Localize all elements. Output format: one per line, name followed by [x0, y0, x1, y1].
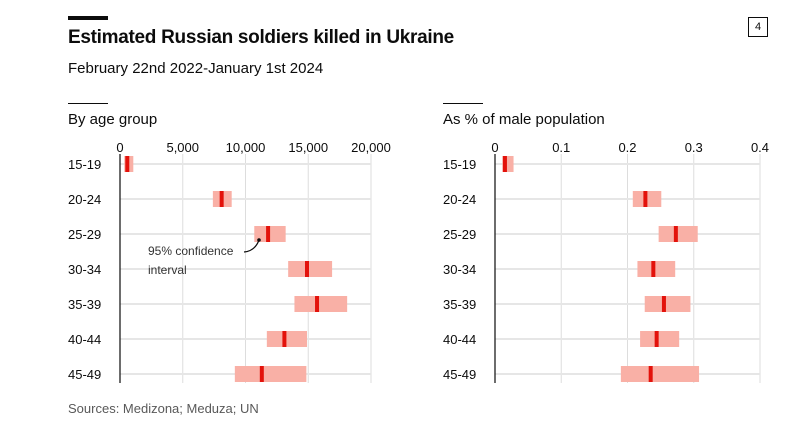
estimate-marker	[654, 331, 659, 347]
row-label: 25-29	[443, 227, 476, 242]
estimate-marker	[259, 366, 264, 382]
x-tick-label: 10,000	[226, 140, 266, 155]
chart-title: Estimated Russian soldiers killed in Ukr…	[68, 27, 454, 48]
confidence-interval-bar	[637, 261, 676, 277]
estimate-marker	[282, 331, 287, 347]
row-label: 35-39	[443, 297, 476, 312]
source-note: Sources: Medizona; Meduza; UN	[68, 401, 259, 416]
row-label: 15-19	[443, 157, 476, 172]
estimate-marker	[651, 261, 656, 277]
annotation-arrow-head	[257, 238, 261, 242]
row-label: 35-39	[68, 297, 101, 312]
estimate-marker	[673, 226, 678, 242]
page-number-badge: 4	[748, 17, 768, 37]
confidence-interval-bar	[644, 296, 691, 312]
panel-rule-age	[68, 103, 108, 104]
confidence-interval-annotation: 95% confidence interval	[148, 242, 233, 280]
x-tick-label: 0.4	[751, 140, 769, 155]
estimate-marker	[643, 191, 648, 207]
estimate-marker	[648, 366, 653, 382]
row-label: 15-19	[68, 157, 101, 172]
row-label: 40-44	[68, 332, 101, 347]
row-label: 45-49	[68, 367, 101, 382]
estimate-marker	[266, 226, 271, 242]
panel-title-population: As % of male population	[443, 111, 605, 128]
estimate-marker	[304, 261, 309, 277]
row-label: 40-44	[443, 332, 476, 347]
annotation-arrow	[243, 239, 260, 253]
confidence-interval-bar	[294, 296, 348, 312]
panel-age-group: 0 5,000 10,000 15,000 20,000 15-19 20-24 25-29 3…	[68, 140, 391, 383]
confidence-interval-bar	[266, 331, 307, 347]
annotation-line-1: 95% confidence	[148, 244, 234, 258]
row-label: 20-24	[68, 192, 101, 207]
confidence-interval-bar	[234, 366, 307, 382]
row-label: 30-34	[443, 262, 476, 277]
confidence-interval-bar	[288, 261, 333, 277]
estimate-marker	[661, 296, 666, 312]
estimate-marker	[219, 191, 224, 207]
x-tick-label: 0	[116, 140, 123, 155]
row-label: 25-29	[68, 227, 101, 242]
confidence-interval-bar	[640, 331, 680, 347]
confidence-interval-bar	[502, 156, 514, 172]
x-tick-label: 5,000	[166, 140, 199, 155]
confidence-interval-bar	[620, 366, 700, 382]
x-tick-label: 0	[491, 140, 498, 155]
chart-subtitle: February 22nd 2022-January 1st 2024	[68, 60, 324, 77]
row-label: 45-49	[443, 367, 476, 382]
x-tick-label: 20,000	[351, 140, 391, 155]
panel-male-population: 0 0.1 0.2 0.3 0.4 15-19 20-24 25-29 30-34 35-39 40…	[443, 140, 769, 383]
x-tick-label: 0.1	[552, 140, 570, 155]
panel-rule-population	[443, 103, 483, 104]
panel-title-age: By age group	[68, 111, 158, 128]
estimate-marker	[125, 156, 130, 172]
estimate-marker	[315, 296, 320, 312]
annotation-line-2: interval	[148, 263, 187, 277]
estimate-marker	[502, 156, 507, 172]
x-tick-label: 0.3	[685, 140, 703, 155]
x-tick-label: 15,000	[288, 140, 328, 155]
title-rule	[68, 16, 108, 20]
confidence-interval-bar	[658, 226, 698, 242]
row-label: 30-34	[68, 262, 101, 277]
row-label: 20-24	[443, 192, 476, 207]
x-tick-label: 0.2	[618, 140, 636, 155]
